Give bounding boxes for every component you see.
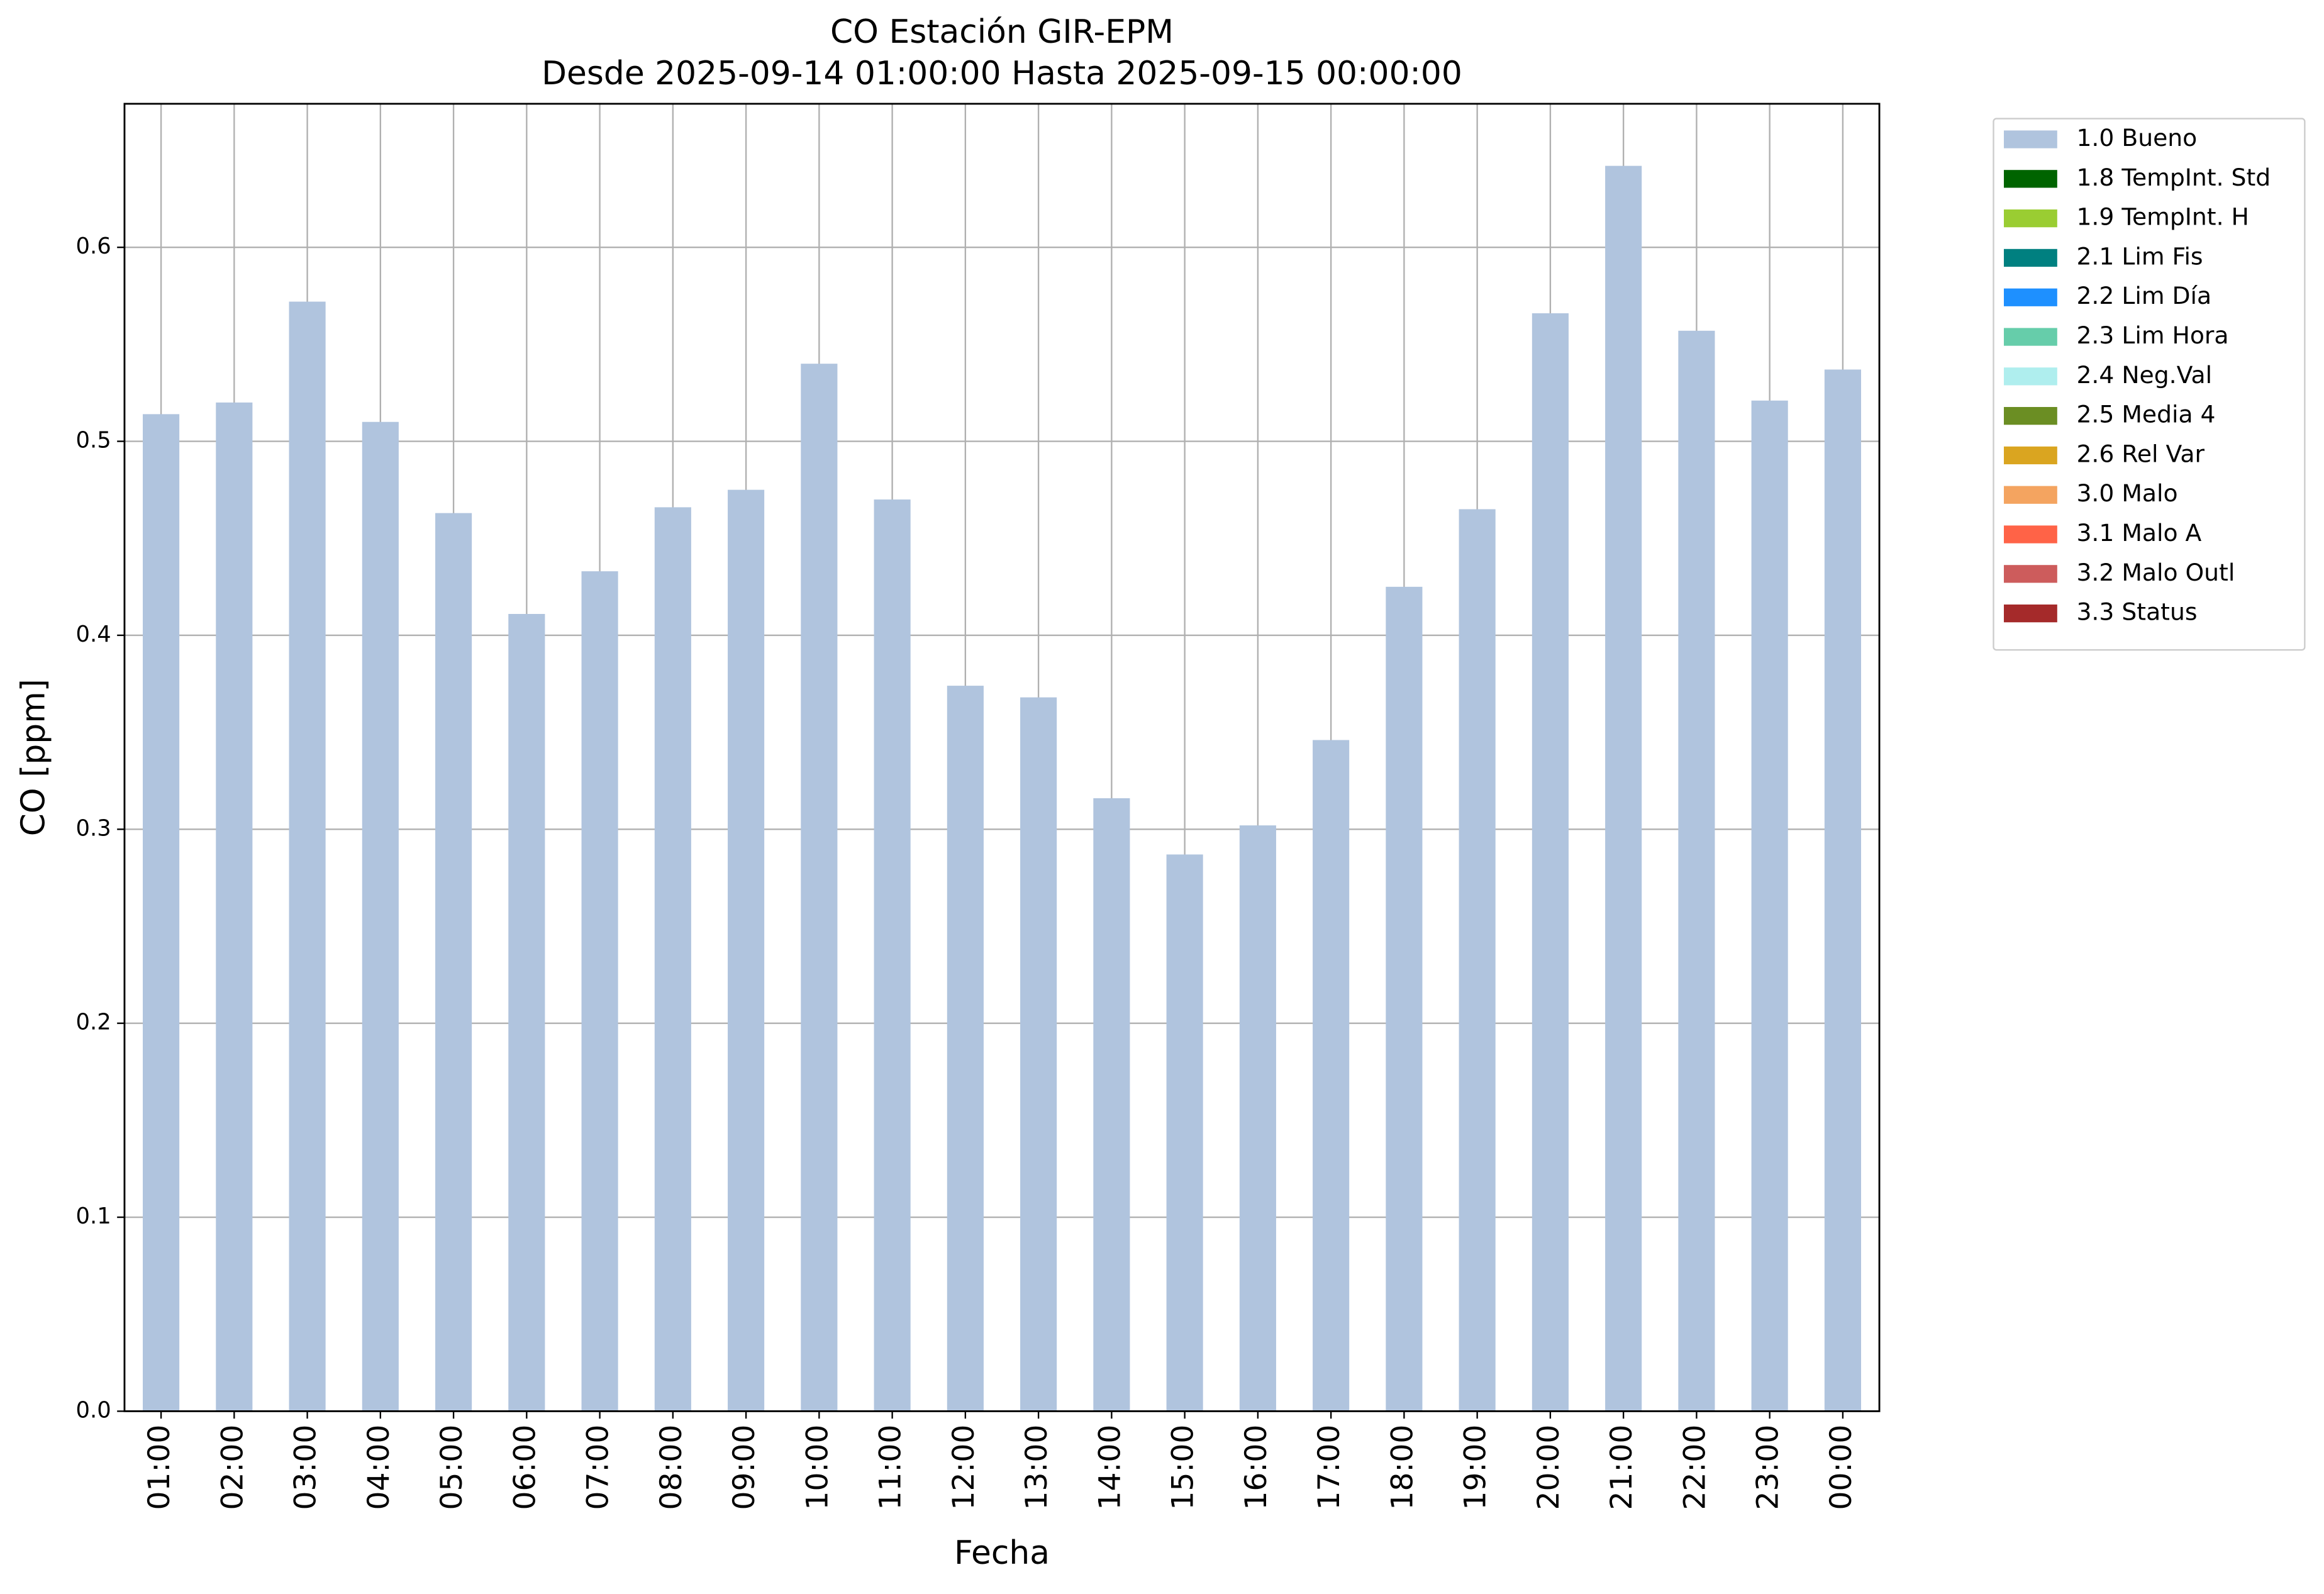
legend-label: 2.3 Lim Hora: [2076, 321, 2228, 349]
bar: [143, 414, 180, 1412]
y-tick-label: 0.2: [76, 1010, 111, 1035]
legend-label: 2.6 Rel Var: [2076, 440, 2204, 467]
legend-label: 2.5 Media 4: [2076, 401, 2215, 428]
bar: [947, 686, 984, 1412]
y-axis-label: CO [ppm]: [15, 679, 53, 836]
legend-swatch: [2003, 328, 2057, 346]
x-tick-label: 01:00: [142, 1425, 177, 1510]
legend-swatch: [2003, 367, 2057, 386]
x-tick-label: 16:00: [1239, 1425, 1274, 1510]
legend-swatch: [2003, 446, 2057, 465]
bar: [1166, 854, 1203, 1412]
bar: [1605, 165, 1642, 1412]
legend-label: 1.9 TempInt. H: [2076, 203, 2249, 231]
y-tick-label: 0.1: [76, 1203, 111, 1229]
x-tick-label: 05:00: [435, 1425, 469, 1510]
legend-swatch: [2003, 525, 2057, 543]
bar: [1751, 400, 1788, 1412]
x-tick-label: 08:00: [654, 1425, 689, 1510]
bar: [1313, 740, 1350, 1412]
bar: [1532, 313, 1569, 1412]
legend-swatch: [2003, 605, 2057, 623]
legend-label: 1.0 Bueno: [2076, 124, 2197, 152]
bar: [1459, 509, 1496, 1412]
x-tick-label: 20:00: [1532, 1425, 1566, 1510]
y-tick-label: 0.3: [76, 815, 111, 841]
chart-subtitle: Desde 2025-09-14 01:00:00 Hasta 2025-09-…: [542, 55, 1462, 92]
legend-swatch: [2003, 486, 2057, 504]
bar: [435, 513, 472, 1412]
chart-title: CO Estación GIR-EPM: [830, 13, 1174, 51]
bar: [581, 571, 618, 1412]
x-tick-label: 15:00: [1166, 1425, 1201, 1510]
x-tick-label: 06:00: [508, 1425, 542, 1510]
legend-swatch: [2003, 407, 2057, 425]
x-tick-label: 11:00: [874, 1425, 908, 1510]
legend-box: [1993, 118, 2306, 651]
x-tick-label: 17:00: [1312, 1425, 1347, 1510]
plot-frame: [123, 103, 1881, 1412]
bar: [1678, 330, 1715, 1412]
x-tick-label: 21:00: [1604, 1425, 1639, 1510]
legend-label: 3.3 Status: [2076, 598, 2197, 626]
legend-label: 3.0 Malo: [2076, 479, 2177, 507]
bar: [289, 301, 326, 1412]
y-tick-label: 0.6: [76, 233, 111, 259]
bar: [874, 499, 911, 1412]
x-tick-label: 09:00: [727, 1425, 762, 1510]
bar: [362, 421, 399, 1412]
x-tick-label: 03:00: [289, 1425, 323, 1510]
bar: [1239, 825, 1276, 1412]
x-tick-label: 18:00: [1385, 1425, 1420, 1510]
x-tick-label: 14:00: [1093, 1425, 1127, 1510]
legend-swatch: [2003, 288, 2057, 306]
bar: [216, 402, 253, 1412]
y-tick-label: 0.5: [76, 428, 111, 454]
x-tick-label: 19:00: [1459, 1425, 1493, 1510]
x-tick-label: 07:00: [581, 1425, 616, 1510]
legend-swatch: [2003, 248, 2057, 267]
x-tick-label: 22:00: [1677, 1425, 1712, 1510]
x-axis-label: Fecha: [954, 1534, 1050, 1572]
legend-swatch: [2003, 130, 2057, 148]
legend-label: 2.4 Neg.Val: [2076, 361, 2212, 389]
legend-swatch: [2003, 209, 2057, 228]
y-tick-label: 0.4: [76, 621, 111, 647]
bar: [1824, 369, 1861, 1412]
bar: [801, 364, 838, 1412]
x-tick-label: 13:00: [1020, 1425, 1054, 1510]
y-tick-label: 0.0: [76, 1397, 111, 1423]
legend-label: 3.2 Malo Outl: [2076, 559, 2235, 586]
x-tick-label: 00:00: [1824, 1425, 1859, 1510]
x-tick-label: 04:00: [362, 1425, 396, 1510]
legend-swatch: [2003, 170, 2057, 188]
bar: [1020, 697, 1057, 1412]
x-tick-label: 10:00: [800, 1425, 835, 1510]
legend-swatch: [2003, 565, 2057, 583]
x-tick-label: 12:00: [947, 1425, 981, 1510]
bar: [728, 489, 765, 1412]
bar: [654, 507, 691, 1412]
bar: [1386, 586, 1423, 1412]
legend-label: 2.1 Lim Fis: [2076, 242, 2203, 270]
legend-label: 2.2 Lim Día: [2076, 282, 2211, 309]
x-tick-label: 23:00: [1751, 1425, 1786, 1510]
x-tick-label: 02:00: [215, 1425, 250, 1510]
bar: [508, 614, 545, 1412]
bar: [1093, 798, 1130, 1412]
legend-label: 1.8 TempInt. Std: [2076, 164, 2271, 191]
legend-label: 3.1 Malo A: [2076, 519, 2201, 547]
